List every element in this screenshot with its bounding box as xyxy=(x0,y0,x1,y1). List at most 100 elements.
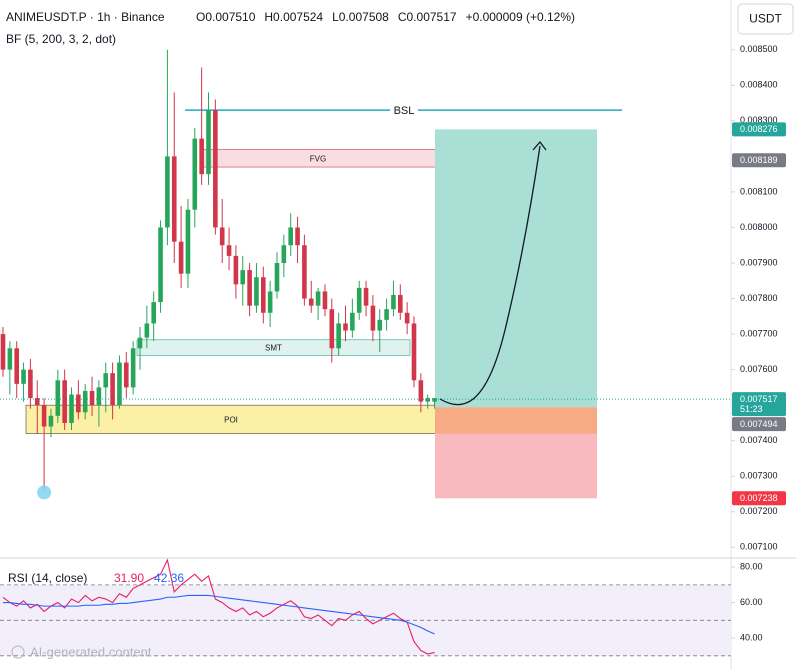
price-badge-label: 0.007517 xyxy=(740,394,778,404)
candle-body xyxy=(82,390,88,413)
candle-body xyxy=(199,138,204,175)
candle-body xyxy=(206,110,211,175)
candle-body xyxy=(7,348,13,370)
price-badge-label: 0.007494 xyxy=(740,419,778,429)
candle-body xyxy=(151,302,156,324)
price-badge xyxy=(732,417,786,432)
y-tick-label: 0.008300 xyxy=(740,115,778,125)
zone xyxy=(136,339,411,356)
candle-body xyxy=(117,362,122,406)
candle-body xyxy=(28,369,33,399)
candle-body xyxy=(34,398,40,406)
rsi-value: 31.90 xyxy=(114,571,144,585)
y-tick-label: 0.007400 xyxy=(740,435,778,445)
price-badge-label: 0.007238 xyxy=(740,493,778,503)
candle-body xyxy=(425,398,430,402)
candle-body xyxy=(240,270,246,285)
candle-body xyxy=(158,227,163,303)
y-tick-label: 0.007300 xyxy=(740,471,778,481)
candle-body xyxy=(329,309,335,349)
candle-body xyxy=(343,323,348,331)
candle-body xyxy=(377,319,383,331)
ohlc-value: O0.007510 xyxy=(196,10,256,24)
candle-body xyxy=(411,323,417,381)
candle-body xyxy=(137,337,143,349)
candle-body xyxy=(418,380,424,402)
zone-label: POI xyxy=(224,415,238,424)
rsi-title: RSI (14, close) xyxy=(8,571,87,585)
candle-body xyxy=(363,287,369,306)
candle-body xyxy=(48,415,54,427)
price-badge xyxy=(732,122,786,137)
ohlc-value: L0.007508 xyxy=(332,10,389,24)
candle-body xyxy=(89,390,95,406)
candle-body xyxy=(398,294,403,313)
watermark: AI-generated content xyxy=(30,644,152,659)
candle-body xyxy=(247,270,252,306)
y-tick-label: 0.008500 xyxy=(740,44,778,54)
candle-body xyxy=(185,209,191,274)
candle-body xyxy=(69,394,74,423)
candle-body xyxy=(295,227,300,246)
candle-body xyxy=(178,241,184,274)
candle-body xyxy=(274,263,280,292)
price-badge xyxy=(732,392,786,417)
candle-body xyxy=(281,245,287,264)
candle-body xyxy=(96,387,102,406)
candle-body xyxy=(21,369,26,384)
candle-body xyxy=(110,373,115,406)
candle-body xyxy=(322,291,328,310)
candle-body xyxy=(130,348,136,388)
price-badge-label: 0.008189 xyxy=(740,155,778,165)
ohlc-value: +0.000009 (+0.12%) xyxy=(466,10,575,24)
candle-body xyxy=(315,291,321,306)
y-tick-label: 60.00 xyxy=(740,597,763,607)
candle-body xyxy=(62,380,67,423)
zone xyxy=(25,404,437,434)
y-tick-label: 0.007100 xyxy=(740,542,778,552)
candle-body xyxy=(226,245,232,256)
ohlc-value: C0.007517 xyxy=(398,10,457,24)
y-tick-label: 0.008400 xyxy=(740,80,778,90)
candle-body xyxy=(192,138,198,210)
candle-body xyxy=(0,334,6,370)
y-tick-label: 0.008100 xyxy=(740,186,778,196)
ohlc-value: H0.007524 xyxy=(264,10,323,24)
candle-body xyxy=(302,245,307,299)
price-badge-label: 0.008276 xyxy=(740,124,778,134)
zone-label: SMT xyxy=(265,344,282,353)
candle-body xyxy=(308,298,314,306)
candle-body xyxy=(254,277,259,306)
candle-body xyxy=(76,394,81,413)
y-tick-label: 0.008000 xyxy=(740,222,778,232)
rsi-line xyxy=(3,594,435,635)
bsl-label: BSL xyxy=(394,105,415,117)
watermark-icon xyxy=(11,645,25,659)
candle-body xyxy=(288,227,293,246)
candle-body xyxy=(267,291,273,313)
indicator-label: BF (5, 200, 3, 2, dot) xyxy=(6,32,116,46)
candle-body xyxy=(41,405,47,427)
currency-button[interactable] xyxy=(737,3,794,35)
candle-body xyxy=(370,305,376,331)
candle-body xyxy=(391,294,396,310)
price-badge xyxy=(732,491,786,506)
symbol: ANIMEUSDT.P · 1h · Binance xyxy=(6,10,165,24)
candle-body xyxy=(165,156,170,228)
y-tick-label: 40.00 xyxy=(740,632,763,642)
candle-body xyxy=(261,277,266,313)
candle-body xyxy=(14,348,19,384)
y-tick-label: 0.007600 xyxy=(740,364,778,374)
candle-body xyxy=(103,373,109,388)
price-badge xyxy=(732,153,786,168)
currency-label[interactable]: USDT xyxy=(749,12,782,26)
candle-body xyxy=(124,362,129,388)
candle-body xyxy=(404,312,410,324)
zone-label: FVG xyxy=(310,154,326,163)
low-marker xyxy=(37,485,52,500)
overlap-zone xyxy=(435,407,597,434)
candle-body xyxy=(350,312,355,331)
candle-body xyxy=(432,398,437,402)
